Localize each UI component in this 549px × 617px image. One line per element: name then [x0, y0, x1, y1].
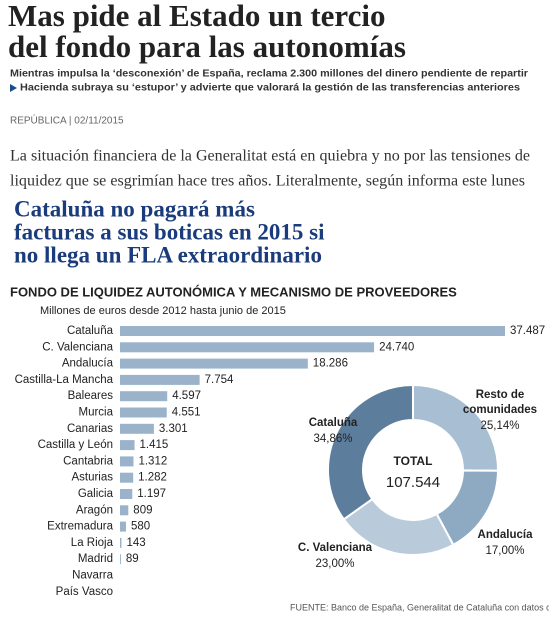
bar [120, 472, 134, 483]
value-label: 809 [133, 504, 152, 516]
category-label: Canarias [67, 423, 113, 435]
slice-value-label: 34,86% [313, 433, 352, 445]
bar [120, 456, 134, 467]
slice-label: Resto de comunidades [463, 389, 537, 416]
source: FUENTE: Banco de España, Generalitat de … [290, 602, 549, 612]
bar [120, 554, 121, 565]
value-label: 89 [126, 553, 139, 565]
slice-value-label: 17,00% [485, 545, 524, 557]
chart-subtitle: Millones de euros desde 2012 hasta junio… [40, 305, 286, 317]
value-label: 7.754 [205, 374, 234, 386]
slice-value-label: 23,00% [315, 558, 354, 570]
bar [120, 489, 133, 499]
donut-center-label: TOTAL [394, 454, 433, 468]
value-label: 1.282 [138, 472, 167, 484]
category-label: Asturias [71, 472, 113, 484]
value-label: 4.597 [172, 390, 201, 402]
bar [120, 505, 129, 516]
category-label: Baleares [68, 390, 114, 402]
value-label: 1.312 [138, 455, 167, 467]
bar [120, 326, 505, 336]
value-label: 1.415 [140, 439, 169, 451]
category-label: País Vasco [56, 586, 113, 598]
value-label: 580 [131, 521, 150, 533]
bar [120, 521, 126, 532]
bullet-icon [10, 84, 17, 92]
paragraph-line: liquidez que se esgrimían hace tres años… [10, 173, 525, 190]
category-label: Extremadura [47, 521, 113, 533]
category-label: Madrid [78, 553, 113, 565]
category-label: Castilla-La Mancha [15, 374, 114, 386]
slice-label: Andalucía [478, 529, 534, 541]
category-label: Aragón [76, 504, 113, 516]
donut-slice [327, 383, 414, 521]
subheadline: Hacienda subraya su ‘estupor’ y advierte… [20, 83, 520, 94]
bar [120, 440, 135, 451]
chart-title: FONDO DE LIQUIDEZ AUTONÓMICA Y MECANISMO… [10, 284, 457, 299]
value-label: 18.286 [313, 358, 348, 370]
headline2-line: facturas a sus boticas en 2015 si [14, 219, 325, 244]
section-date: REPÚBLICA | 02/11/2015 [10, 114, 124, 127]
headline: del fondo para las autonomías [8, 29, 406, 64]
category-label: C. Valenciana [42, 341, 113, 353]
slice-label: Cataluña [309, 417, 358, 429]
value-label: 4.551 [172, 407, 201, 419]
donut-center-value: 107.544 [386, 474, 440, 491]
subheadline: Mientras impulsa la ‘desconexión’ de Esp… [10, 69, 528, 80]
slice-label: C. Valenciana [298, 542, 373, 554]
bar [120, 423, 154, 434]
value-label: 143 [126, 537, 145, 549]
value-label: 1.197 [137, 488, 166, 500]
category-label: Cantabria [63, 455, 113, 467]
category-label: Castilla y León [38, 439, 113, 451]
headline: Mas pide al Estado un tercio [8, 0, 385, 33]
bar [120, 358, 308, 369]
value-label: 37.487 [510, 325, 545, 337]
paragraph-line: La situación financiera de la Generalita… [10, 148, 530, 165]
bar [120, 537, 122, 548]
slice-value-label: 25,14% [480, 420, 519, 432]
bar [120, 391, 168, 402]
category-label: Navarra [72, 570, 114, 582]
bar [120, 342, 375, 353]
category-label: Murcia [78, 407, 113, 419]
bar [120, 374, 200, 385]
category-label: Cataluña [67, 325, 114, 337]
headline2-line: no llega un FLA extraordinario [14, 242, 322, 267]
category-label: Galicia [78, 488, 114, 500]
category-label: La Rioja [71, 537, 114, 549]
value-label: 3.301 [159, 423, 188, 435]
headline2-line: Cataluña no pagará más [14, 196, 255, 221]
category-label: Andalucía [62, 358, 114, 370]
bar [120, 407, 167, 418]
value-label: 24.740 [379, 341, 414, 353]
